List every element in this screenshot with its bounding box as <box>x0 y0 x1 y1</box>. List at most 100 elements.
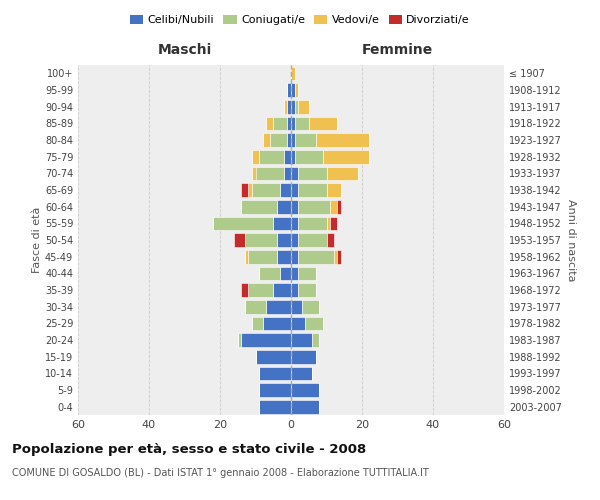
Bar <box>280 266 291 280</box>
Legend: Celibi/Nubili, Coniugati/e, Vedovi/e, Divorziati/e: Celibi/Nubili, Coniugati/e, Vedovi/e, Di… <box>125 10 475 30</box>
Bar <box>291 66 295 80</box>
Bar <box>295 116 309 130</box>
Bar <box>298 200 330 213</box>
Bar <box>291 116 295 130</box>
Bar <box>326 233 334 247</box>
Bar <box>263 133 270 147</box>
Bar <box>248 283 273 297</box>
Bar <box>284 166 291 180</box>
Bar <box>334 250 337 264</box>
Bar <box>248 250 277 264</box>
Bar <box>245 233 277 247</box>
Bar <box>291 300 302 314</box>
Y-axis label: Fasce di età: Fasce di età <box>32 207 42 273</box>
Bar <box>291 316 305 330</box>
Bar <box>287 100 291 114</box>
Bar <box>291 83 295 97</box>
Bar <box>263 316 291 330</box>
Bar <box>326 216 330 230</box>
Bar <box>298 266 316 280</box>
Bar <box>266 116 273 130</box>
Bar <box>277 250 291 264</box>
Bar <box>287 133 291 147</box>
Bar <box>287 116 291 130</box>
Bar <box>298 100 309 114</box>
Text: Maschi: Maschi <box>157 44 212 58</box>
Bar <box>313 333 319 347</box>
Bar <box>295 83 298 97</box>
Bar <box>305 316 323 330</box>
Bar <box>291 266 298 280</box>
Bar <box>291 400 319 413</box>
Bar <box>298 216 326 230</box>
Bar <box>291 283 298 297</box>
Bar <box>291 100 295 114</box>
Bar <box>337 200 341 213</box>
Text: Femmine: Femmine <box>362 44 433 58</box>
Bar <box>298 250 334 264</box>
Bar <box>238 333 241 347</box>
Bar <box>259 150 284 164</box>
Bar <box>273 216 291 230</box>
Bar <box>316 133 369 147</box>
Bar <box>252 316 263 330</box>
Bar <box>298 233 326 247</box>
Bar <box>259 383 291 397</box>
Bar <box>256 350 291 364</box>
Bar <box>291 366 313 380</box>
Bar <box>295 133 316 147</box>
Bar <box>291 133 295 147</box>
Bar <box>277 200 291 213</box>
Bar <box>295 150 323 164</box>
Bar <box>213 216 273 230</box>
Bar <box>302 300 319 314</box>
Bar <box>337 250 341 264</box>
Bar <box>277 233 291 247</box>
Bar <box>241 283 248 297</box>
Bar <box>273 283 291 297</box>
Bar <box>241 200 277 213</box>
Bar <box>270 133 287 147</box>
Bar <box>287 83 291 97</box>
Bar <box>291 350 316 364</box>
Bar <box>323 150 369 164</box>
Bar <box>284 100 287 114</box>
Bar <box>234 233 245 247</box>
Bar <box>259 400 291 413</box>
Bar <box>291 150 295 164</box>
Bar <box>291 200 298 213</box>
Bar <box>280 183 291 197</box>
Bar <box>245 300 266 314</box>
Bar <box>256 166 284 180</box>
Bar <box>298 166 326 180</box>
Bar <box>266 300 291 314</box>
Bar <box>252 150 259 164</box>
Bar <box>241 183 248 197</box>
Bar <box>326 166 358 180</box>
Bar <box>259 266 280 280</box>
Bar <box>248 183 252 197</box>
Bar <box>291 333 313 347</box>
Bar <box>291 250 298 264</box>
Bar <box>245 250 248 264</box>
Bar <box>326 183 341 197</box>
Bar <box>330 200 337 213</box>
Text: Popolazione per età, sesso e stato civile - 2008: Popolazione per età, sesso e stato civil… <box>12 442 366 456</box>
Bar <box>298 283 316 297</box>
Bar <box>291 183 298 197</box>
Text: COMUNE DI GOSALDO (BL) - Dati ISTAT 1° gennaio 2008 - Elaborazione TUTTITALIA.IT: COMUNE DI GOSALDO (BL) - Dati ISTAT 1° g… <box>12 468 429 477</box>
Bar <box>259 366 291 380</box>
Bar <box>291 166 298 180</box>
Bar <box>309 116 337 130</box>
Bar <box>252 166 256 180</box>
Bar <box>241 333 291 347</box>
Bar <box>291 383 319 397</box>
Y-axis label: Anni di nascita: Anni di nascita <box>566 198 575 281</box>
Bar <box>295 100 298 114</box>
Bar <box>291 233 298 247</box>
Bar <box>273 116 287 130</box>
Bar <box>291 216 298 230</box>
Bar <box>330 216 337 230</box>
Bar <box>284 150 291 164</box>
Bar <box>252 183 280 197</box>
